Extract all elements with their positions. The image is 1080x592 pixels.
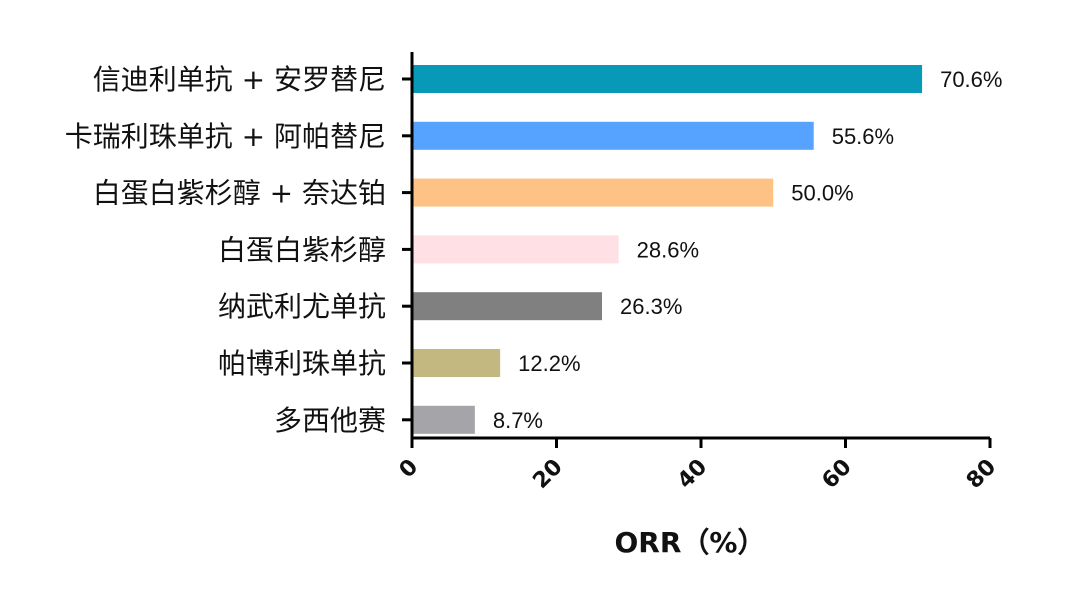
value-label-2: 50.0% bbox=[791, 181, 853, 206]
x-tick-label-3: 60 bbox=[817, 455, 856, 494]
category-label-6: 多西他赛 bbox=[274, 404, 386, 437]
bar-1 bbox=[412, 121, 814, 150]
bars-layer bbox=[412, 65, 923, 434]
value-label-3: 28.6% bbox=[637, 237, 699, 262]
value-label-0: 70.6% bbox=[940, 67, 1002, 92]
bar-3 bbox=[412, 235, 619, 264]
value-label-4: 26.3% bbox=[620, 294, 682, 319]
value-label-6: 8.7% bbox=[493, 408, 543, 433]
bar-0 bbox=[412, 65, 923, 93]
category-label-4: 纳武利尤单抗 bbox=[218, 290, 386, 323]
bar-4 bbox=[412, 292, 603, 321]
x-tick-label-2: 40 bbox=[673, 455, 712, 494]
bar-5 bbox=[412, 349, 501, 377]
value-labels-layer: 70.6% 55.6% 50.0% 28.6% 26.3% 12.2% 8.7% bbox=[493, 67, 1003, 433]
value-label-5: 12.2% bbox=[518, 351, 580, 376]
value-label-1: 55.6% bbox=[832, 124, 894, 149]
category-label-1: 卡瑞利珠单抗 + 阿帕替尼 bbox=[65, 120, 386, 153]
x-ticks-layer: 0 20 40 60 80 bbox=[395, 438, 1001, 494]
category-label-0: 信迪利单抗 + 安罗替尼 bbox=[93, 63, 386, 96]
category-label-2: 白蛋白紫杉醇 + 奈达铂 bbox=[93, 177, 386, 210]
x-tick-label-0: 0 bbox=[395, 455, 424, 484]
bar-2 bbox=[412, 178, 774, 207]
category-label-3: 白蛋白紫杉醇 bbox=[218, 233, 386, 266]
x-tick-label-4: 80 bbox=[962, 455, 1001, 494]
category-label-5: 帕博利珠单抗 bbox=[218, 347, 386, 380]
x-axis-title: ORR（%） bbox=[615, 526, 766, 559]
x-tick-label-1: 20 bbox=[528, 455, 567, 494]
bar-6 bbox=[412, 405, 475, 434]
